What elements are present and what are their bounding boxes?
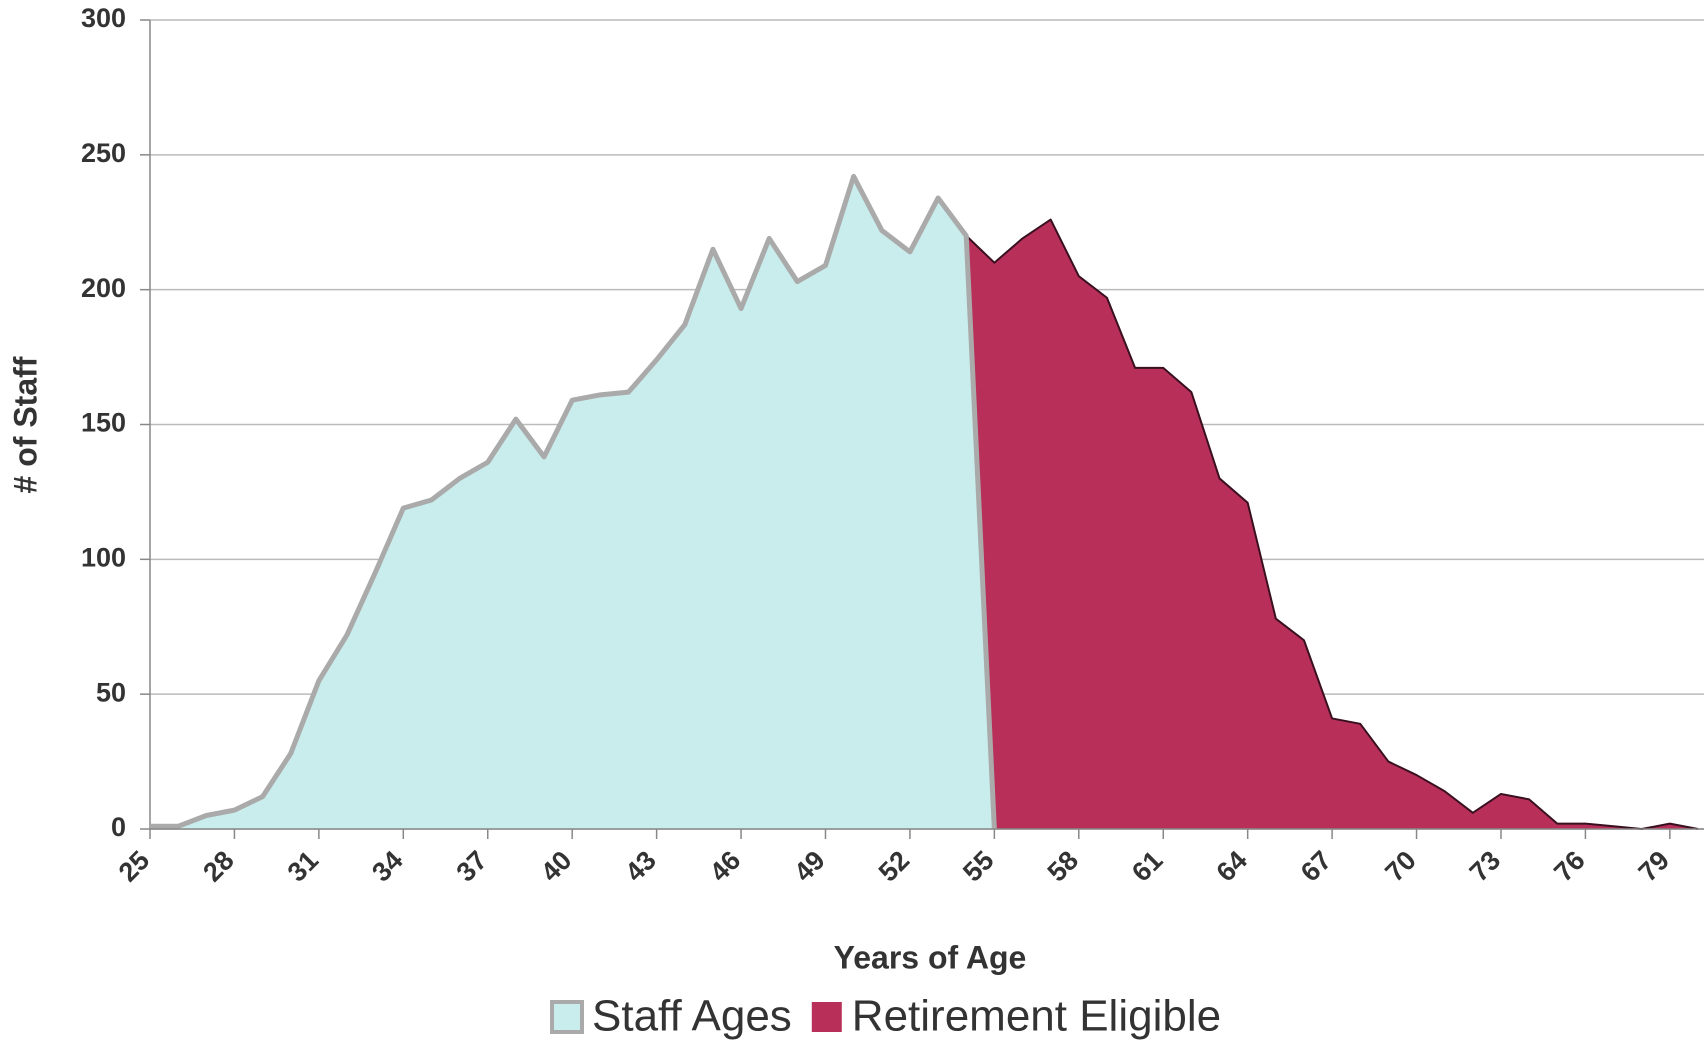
x-tick-label: 25 bbox=[113, 845, 155, 887]
x-tick-label: 43 bbox=[619, 845, 661, 887]
x-tick-label: 61 bbox=[1126, 845, 1168, 887]
x-tick-label: 31 bbox=[282, 845, 324, 887]
y-tick-label: 150 bbox=[81, 408, 126, 438]
y-tick-label: 0 bbox=[111, 812, 126, 842]
x-tick-label: 34 bbox=[366, 845, 408, 887]
x-tick-label: 55 bbox=[957, 845, 999, 887]
y-tick-label: 100 bbox=[81, 542, 126, 572]
legend-label: Retirement Eligible bbox=[852, 992, 1221, 1041]
x-tick-label: 40 bbox=[535, 845, 577, 887]
area bbox=[966, 219, 1698, 829]
area-outline bbox=[965, 218, 1699, 830]
x-tick-label: 79 bbox=[1633, 845, 1675, 887]
y-tick-label: 200 bbox=[81, 273, 126, 303]
x-tick-label: 76 bbox=[1548, 845, 1590, 887]
area-outline bbox=[150, 173, 997, 830]
area bbox=[150, 176, 995, 829]
x-axis-label: Years of Age bbox=[834, 939, 1027, 975]
x-tick-label: 46 bbox=[704, 845, 746, 887]
x-tick-label: 37 bbox=[451, 845, 493, 887]
x-tick-label: 49 bbox=[788, 845, 830, 887]
y-axis-label: # of Staff bbox=[7, 356, 43, 493]
x-tick-label: 58 bbox=[1042, 845, 1084, 887]
x-tick-label: 67 bbox=[1295, 845, 1337, 887]
y-tick-label: 50 bbox=[96, 677, 126, 707]
legend-swatch bbox=[811, 1002, 842, 1032]
x-tick-label: 52 bbox=[873, 845, 915, 887]
x-tick-label: 73 bbox=[1464, 845, 1506, 887]
legend-swatch bbox=[550, 1000, 584, 1034]
x-tick-label: 64 bbox=[1210, 845, 1252, 887]
y-tick-label: 300 bbox=[81, 3, 126, 33]
x-tick-label: 28 bbox=[197, 845, 239, 887]
x-tick-label: 70 bbox=[1379, 845, 1421, 887]
legend-label: Staff Ages bbox=[592, 992, 792, 1041]
y-tick-label: 250 bbox=[81, 138, 126, 168]
